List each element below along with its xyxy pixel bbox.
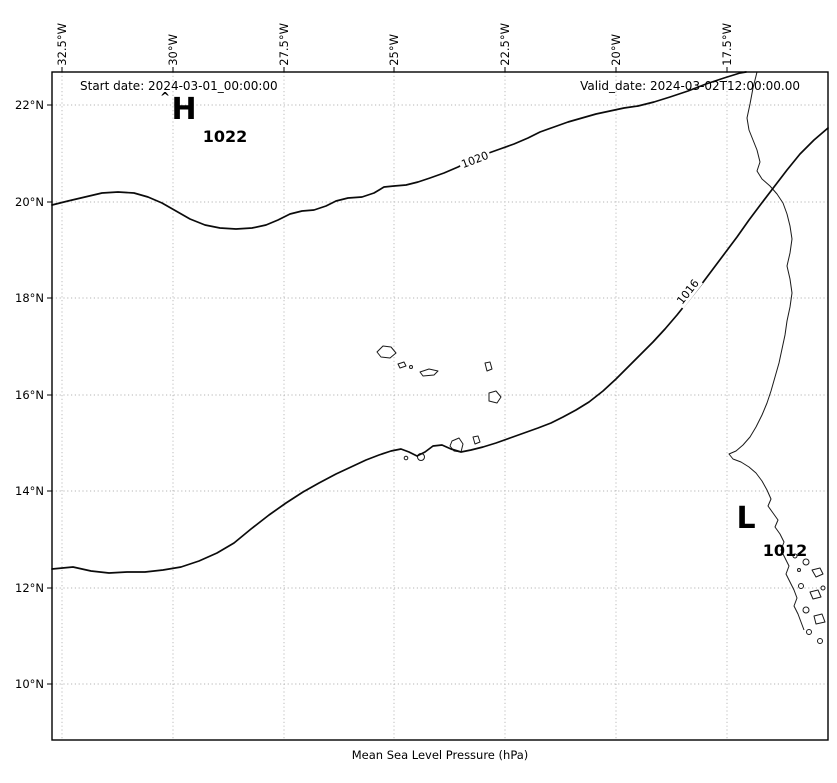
- x-axis-label: Mean Sea Level Pressure (hPa): [351, 748, 529, 762]
- y-tick-label: 14°N: [15, 484, 44, 498]
- island: [397, 361, 407, 369]
- y-tick-label: 12°N: [15, 581, 44, 595]
- plot-border: [51, 71, 829, 741]
- island: [813, 613, 826, 625]
- island: [403, 455, 409, 461]
- island: [472, 435, 481, 445]
- valid-date-title: Valid_date: 2024-03-02T12:00:00.00: [580, 79, 800, 93]
- x-tick-label: 22.5°W: [498, 23, 512, 66]
- x-tick-label: 30°W: [166, 34, 180, 66]
- isobar-1016: [51, 127, 829, 574]
- island: [419, 368, 439, 377]
- island: [798, 583, 804, 589]
- coastline-africa: [728, 71, 805, 631]
- y-tick-label: 16°N: [15, 388, 44, 402]
- y-tick-label: 20°N: [15, 195, 44, 209]
- island: [811, 567, 824, 578]
- start-date-title: Start date: 2024-03-01_00:00:00: [80, 79, 278, 93]
- island: [820, 585, 826, 591]
- island: [488, 390, 502, 404]
- island: [409, 365, 413, 369]
- island: [802, 606, 810, 614]
- high-pressure-value: 1022: [202, 127, 248, 146]
- island: [806, 629, 812, 635]
- island: [802, 558, 810, 566]
- low-pressure-value: 1012: [762, 541, 808, 560]
- x-tick-label: 32.5°W: [55, 23, 69, 66]
- x-tick-label: 17.5°W: [720, 23, 734, 66]
- island: [484, 361, 493, 372]
- high-pressure-symbol: H: [171, 92, 197, 127]
- y-tick-label: 18°N: [15, 291, 44, 305]
- x-tick-label: 20°W: [609, 34, 623, 66]
- island: [376, 345, 397, 359]
- island: [792, 553, 798, 559]
- isobar-1020: [51, 71, 747, 230]
- y-tick-label: 22°N: [15, 98, 44, 112]
- island: [809, 589, 822, 600]
- island: [797, 568, 801, 572]
- island: [817, 638, 823, 644]
- y-tick-label: 10°N: [15, 677, 44, 691]
- high-center-caret-mark: ^: [159, 90, 171, 104]
- x-tick-label: 25°W: [387, 34, 401, 66]
- x-tick-label: 27.5°W: [277, 23, 291, 66]
- low-pressure-symbol: L: [736, 501, 756, 536]
